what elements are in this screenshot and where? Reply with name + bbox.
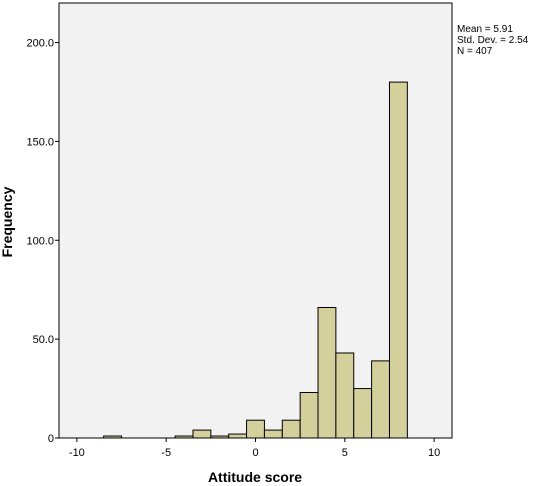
histogram-bar [335,352,355,439]
stats-mean: Mean = 5.91 [457,24,513,35]
x-tick-label: -5 [161,447,171,459]
histogram-bar [371,360,390,439]
x-axis-title: Attitude score [208,469,302,485]
y-axis-title: Frequency [0,186,15,257]
x-axis: -10 -5 0 5 10 [69,438,440,459]
y-tick-label: 200.0 [26,38,54,50]
y-tick-label: 0 [48,433,54,445]
x-tick-label: 0 [252,447,258,459]
histogram-bar [192,429,212,439]
y-tick-label: 100.0 [26,235,54,247]
y-tick-label: 150.0 [26,136,54,148]
x-tick-label: 10 [428,447,440,459]
stats-box: Mean = 5.91 Std. Dev. = 2.54 N = 407 [457,24,528,57]
stats-n: N = 407 [457,46,493,57]
histogram-bar [103,435,123,439]
histogram-bar [174,435,194,439]
x-tick-label: 5 [342,447,348,459]
histogram-bar [210,435,230,439]
bars-group [103,81,408,439]
y-tick-label: 50.0 [33,334,54,346]
x-tick-label: -10 [69,447,85,459]
histogram-bar [246,419,265,439]
y-axis: 0 50.0 100.0 150.0 200.0 [26,38,59,445]
histogram-bar [228,433,248,439]
histogram-bar [388,81,408,439]
histogram-bar [317,307,337,439]
histogram-bar [281,419,301,439]
stats-std-dev: Std. Dev. = 2.54 [457,35,529,46]
histogram-bar [353,388,373,439]
histogram-bar [299,392,319,439]
histogram-bar [263,429,283,439]
